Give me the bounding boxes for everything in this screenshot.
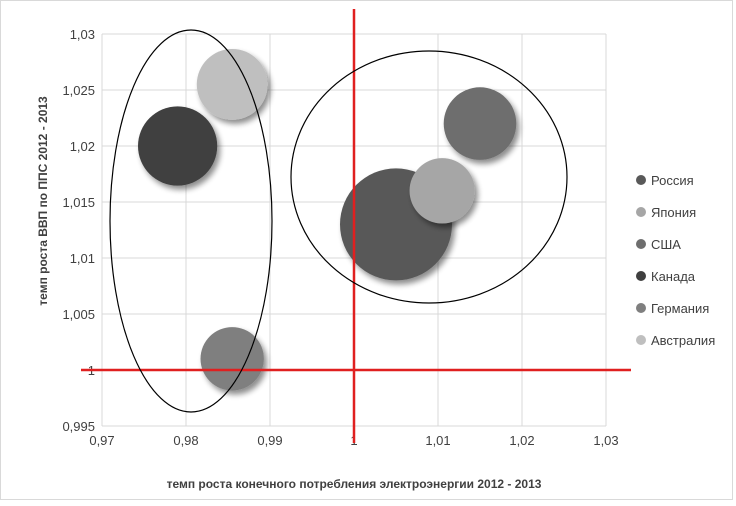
y-tick-label: 1,03	[70, 27, 95, 42]
legend-marker	[636, 303, 646, 313]
legend-label: Канада	[651, 269, 696, 284]
legend-label: Германия	[651, 301, 709, 316]
x-tick-label: 1,01	[425, 433, 450, 448]
legend-marker	[636, 271, 646, 281]
bubble-6	[196, 48, 268, 120]
cluster-ellipses	[109, 29, 568, 413]
y-tick-label: 1,01	[70, 251, 95, 266]
legend-label: Япония	[651, 205, 696, 220]
x-axis-title: темп роста конечного потребления электро…	[167, 477, 542, 491]
legend-label: Австралия	[651, 333, 715, 348]
left-cluster-ellipse	[109, 29, 273, 413]
legend-marker	[636, 175, 646, 185]
x-tick-label: 1,03	[593, 433, 618, 448]
x-tick-label: 0,98	[173, 433, 198, 448]
y-tick-label: 1,015	[62, 195, 95, 210]
x-tick-label: 0,99	[257, 433, 282, 448]
y-tick-label: 1,005	[62, 307, 95, 322]
legend-marker	[636, 207, 646, 217]
y-tick-label: 0,995	[62, 419, 95, 434]
y-tick-label: 1,02	[70, 139, 95, 154]
bubble-3	[443, 87, 517, 160]
tick-labels: 0,970,980,9911,011,021,031,031,0251,021,…	[62, 27, 618, 448]
y-axis-title: темп роста ВВП по ППС 2012 - 2013	[36, 96, 50, 306]
legend-label: Россия	[651, 173, 694, 188]
legend-label: США	[651, 237, 681, 252]
bubble-5	[200, 327, 264, 391]
y-tick-label: 1,025	[62, 83, 95, 98]
legend-marker	[636, 239, 646, 249]
reference-lines	[81, 9, 631, 443]
right-cluster-ellipse	[290, 50, 568, 304]
legend-marker	[636, 335, 646, 345]
x-tick-label: 0,97	[89, 433, 114, 448]
bubble-4	[138, 106, 218, 186]
x-tick-label: 1,02	[509, 433, 534, 448]
bubble-2	[409, 158, 475, 224]
legend: Россия Япония США Канада Германия Австралия	[636, 173, 715, 348]
bubbles	[138, 48, 517, 391]
